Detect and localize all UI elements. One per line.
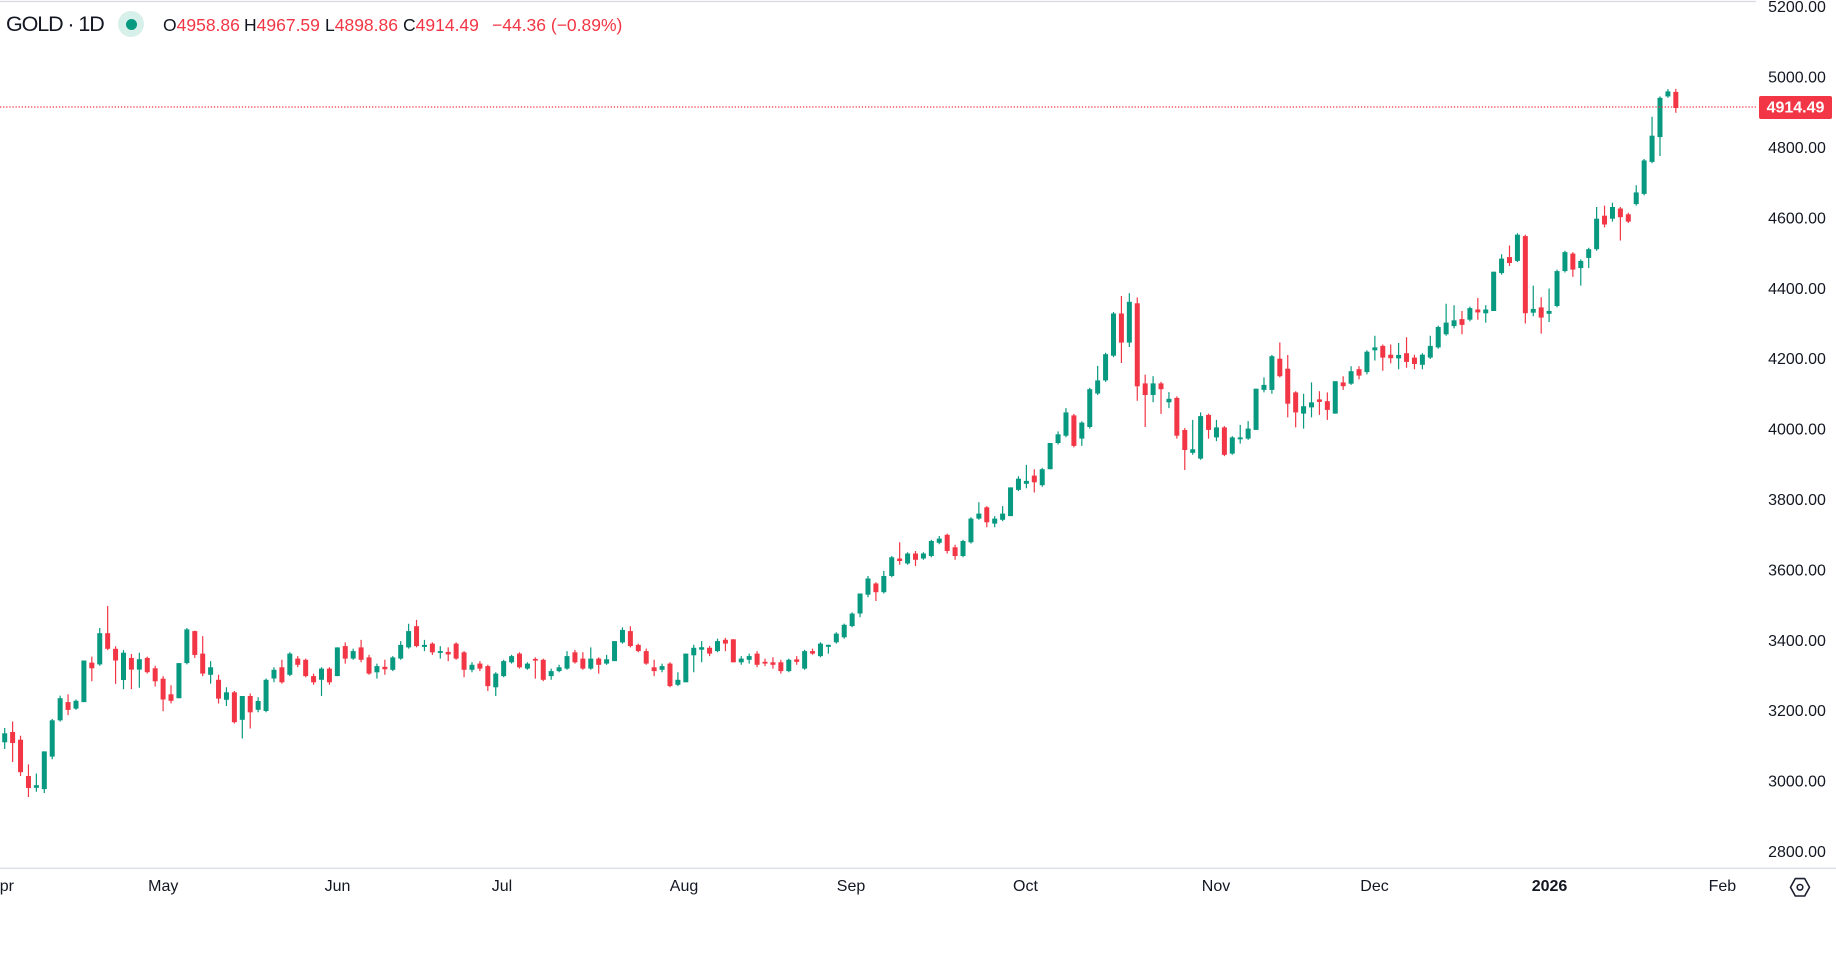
- svg-text:Dec: Dec: [1360, 878, 1388, 895]
- svg-text:Oct: Oct: [1013, 878, 1038, 895]
- svg-text:5000.00: 5000.00: [1768, 70, 1826, 87]
- svg-text:May: May: [148, 878, 178, 895]
- svg-text:2800.00: 2800.00: [1768, 844, 1826, 861]
- svg-text:4800.00: 4800.00: [1768, 140, 1826, 157]
- svg-text:4000.00: 4000.00: [1768, 422, 1826, 439]
- svg-text:4200.00: 4200.00: [1768, 351, 1826, 368]
- svg-text:3400.00: 3400.00: [1768, 633, 1826, 650]
- svg-text:Nov: Nov: [1202, 878, 1230, 895]
- svg-text:Apr: Apr: [0, 878, 15, 895]
- svg-text:3200.00: 3200.00: [1768, 703, 1826, 720]
- svg-text:2026: 2026: [1532, 878, 1568, 895]
- svg-text:4600.00: 4600.00: [1768, 210, 1826, 227]
- svg-text:Sep: Sep: [837, 878, 866, 895]
- svg-text:Jun: Jun: [325, 878, 351, 895]
- svg-text:5200.00: 5200.00: [1768, 0, 1826, 16]
- svg-text:3800.00: 3800.00: [1768, 492, 1826, 509]
- svg-text:3600.00: 3600.00: [1768, 562, 1826, 579]
- svg-text:Jul: Jul: [492, 878, 512, 895]
- svg-text:4400.00: 4400.00: [1768, 281, 1826, 298]
- svg-text:Aug: Aug: [670, 878, 698, 895]
- svg-text:4914.49: 4914.49: [1767, 100, 1825, 117]
- svg-text:Feb: Feb: [1709, 878, 1737, 895]
- svg-text:3000.00: 3000.00: [1768, 774, 1826, 791]
